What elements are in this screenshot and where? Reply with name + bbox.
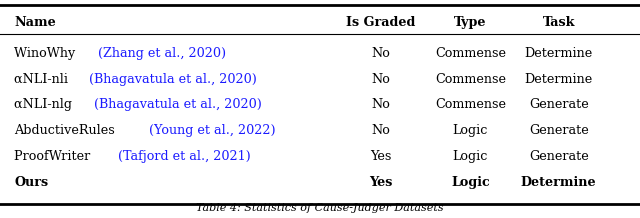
Text: No: No: [371, 73, 390, 86]
Text: Generate: Generate: [529, 124, 589, 137]
Text: Name: Name: [14, 16, 56, 29]
Text: αNLI-nlg: αNLI-nlg: [14, 98, 76, 111]
Text: (Bhagavatula et al., 2020): (Bhagavatula et al., 2020): [94, 98, 262, 111]
Text: Commense: Commense: [435, 47, 506, 60]
Text: No: No: [371, 98, 390, 111]
Text: Logic: Logic: [452, 124, 488, 137]
Text: Table 4: Statistics of Cause-Judger Datasets: Table 4: Statistics of Cause-Judger Data…: [196, 203, 444, 213]
Text: Is Graded: Is Graded: [346, 16, 415, 29]
Text: No: No: [371, 124, 390, 137]
Text: Ours: Ours: [14, 175, 48, 189]
Text: Determine: Determine: [525, 73, 593, 86]
Text: Logic: Logic: [452, 150, 488, 163]
Text: Task: Task: [543, 16, 575, 29]
Text: AbductiveRules: AbductiveRules: [14, 124, 119, 137]
Text: Type: Type: [454, 16, 486, 29]
Text: ProofWriter: ProofWriter: [14, 150, 94, 163]
Text: (Tafjord et al., 2021): (Tafjord et al., 2021): [118, 150, 250, 163]
Text: Determine: Determine: [521, 175, 596, 189]
Text: (Bhagavatula et al., 2020): (Bhagavatula et al., 2020): [89, 73, 257, 86]
Text: Generate: Generate: [529, 150, 589, 163]
Text: WinoWhy: WinoWhy: [14, 47, 79, 60]
Text: No: No: [371, 47, 390, 60]
Text: Logic: Logic: [451, 175, 490, 189]
Text: (Young et al., 2022): (Young et al., 2022): [149, 124, 276, 137]
Text: Yes: Yes: [370, 150, 392, 163]
Text: Yes: Yes: [369, 175, 392, 189]
Text: (Zhang et al., 2020): (Zhang et al., 2020): [99, 47, 227, 60]
Text: αNLI-nli: αNLI-nli: [14, 73, 72, 86]
Text: Commense: Commense: [435, 73, 506, 86]
Text: Generate: Generate: [529, 98, 589, 111]
Text: Commense: Commense: [435, 98, 506, 111]
Text: Determine: Determine: [525, 47, 593, 60]
